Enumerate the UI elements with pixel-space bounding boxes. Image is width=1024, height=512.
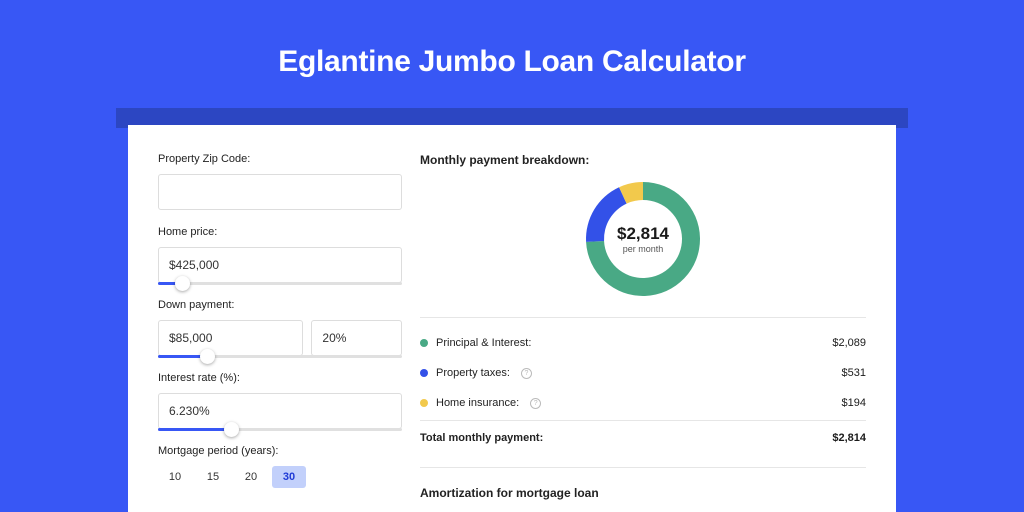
- period-option-15[interactable]: 15: [196, 466, 230, 488]
- divider: [420, 317, 866, 318]
- legend-row: Property taxes:? $531: [420, 358, 866, 388]
- help-icon[interactable]: ?: [521, 368, 532, 379]
- form-column: Property Zip Code: Home price: $425,000 …: [158, 153, 402, 484]
- amortization-title: Amortization for mortgage loan: [420, 486, 866, 500]
- breakdown-column: Monthly payment breakdown: $2,814 per mo…: [420, 153, 866, 484]
- legend-label: Home insurance:: [436, 397, 519, 409]
- slider-thumb[interactable]: [200, 349, 215, 364]
- legend-list: Principal & Interest: $2,089 Property taxe…: [420, 328, 866, 418]
- help-icon[interactable]: ?: [530, 398, 541, 409]
- home-price-slider[interactable]: [158, 282, 402, 285]
- legend-label: Principal & Interest:: [436, 337, 531, 349]
- legend-dot-icon: [420, 399, 428, 407]
- legend-dot-icon: [420, 339, 428, 347]
- period-group: Mortgage period (years): 10152030: [158, 445, 402, 488]
- period-options: 10152030: [158, 466, 402, 488]
- interest-rate-input[interactable]: 6.230%: [158, 393, 402, 429]
- legend-value: $2,089: [832, 337, 866, 349]
- page-title: Eglantine Jumbo Loan Calculator: [0, 45, 1024, 79]
- zip-group: Property Zip Code:: [158, 153, 402, 210]
- legend-value: $194: [842, 397, 866, 409]
- down-payment-pct-input[interactable]: 20%: [311, 320, 402, 356]
- home-price-label: Home price:: [158, 226, 402, 238]
- interest-rate-label: Interest rate (%):: [158, 372, 402, 384]
- down-payment-label: Down payment:: [158, 299, 402, 311]
- slider-thumb[interactable]: [224, 422, 239, 437]
- interest-rate-slider[interactable]: [158, 428, 402, 431]
- legend-total-value: $2,814: [832, 432, 866, 444]
- home-price-group: Home price: $425,000: [158, 226, 402, 283]
- legend-row: Principal & Interest: $2,089: [420, 328, 866, 358]
- period-option-20[interactable]: 20: [234, 466, 268, 488]
- home-price-input[interactable]: $425,000: [158, 247, 402, 283]
- period-option-10[interactable]: 10: [158, 466, 192, 488]
- legend-dot-icon: [420, 369, 428, 377]
- donut-per-month: per month: [617, 244, 669, 254]
- period-option-30[interactable]: 30: [272, 466, 306, 488]
- down-payment-slider[interactable]: [158, 355, 402, 358]
- zip-input[interactable]: [158, 174, 402, 210]
- calculator-card: Property Zip Code: Home price: $425,000 …: [128, 125, 896, 512]
- down-payment-group: Down payment: $85,000 20%: [158, 299, 402, 356]
- divider: [420, 467, 866, 468]
- legend-total-label: Total monthly payment:: [420, 432, 543, 444]
- legend-row: Home insurance:? $194: [420, 388, 866, 418]
- period-label: Mortgage period (years):: [158, 445, 402, 457]
- down-payment-input[interactable]: $85,000: [158, 320, 303, 356]
- zip-label: Property Zip Code:: [158, 153, 402, 165]
- legend-label: Property taxes:: [436, 367, 510, 379]
- legend-total-row: Total monthly payment: $2,814: [420, 420, 866, 453]
- donut-amount: $2,814: [617, 224, 669, 244]
- donut-center: $2,814 per month: [617, 224, 669, 254]
- slider-thumb[interactable]: [175, 276, 190, 291]
- donut-container: $2,814 per month: [420, 179, 866, 299]
- breakdown-title: Monthly payment breakdown:: [420, 153, 866, 167]
- donut-chart: $2,814 per month: [583, 179, 703, 299]
- page-background: Eglantine Jumbo Loan Calculator Property…: [0, 0, 1024, 512]
- interest-rate-group: Interest rate (%): 6.230%: [158, 372, 402, 429]
- legend-value: $531: [842, 367, 866, 379]
